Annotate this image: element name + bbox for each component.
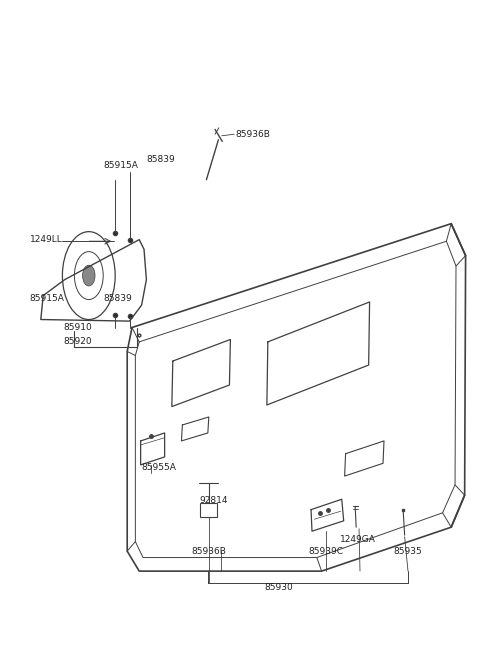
Text: 85915A: 85915A: [30, 294, 65, 303]
Text: 85935: 85935: [394, 547, 422, 555]
Text: 85839: 85839: [146, 155, 175, 164]
Text: 85936B: 85936B: [191, 547, 226, 555]
Text: 85915A: 85915A: [103, 161, 138, 170]
Text: 85920: 85920: [63, 337, 92, 346]
Text: 85936B: 85936B: [235, 130, 270, 139]
Text: 85839: 85839: [103, 294, 132, 303]
Text: 1249LL: 1249LL: [30, 235, 62, 244]
Text: 85930: 85930: [264, 582, 293, 591]
Text: 1249GA: 1249GA: [340, 534, 376, 544]
Circle shape: [83, 265, 95, 286]
Text: 92814: 92814: [199, 496, 228, 506]
Text: 85955A: 85955A: [142, 463, 177, 472]
Text: 85910: 85910: [63, 323, 92, 332]
Text: 85939C: 85939C: [309, 547, 344, 555]
